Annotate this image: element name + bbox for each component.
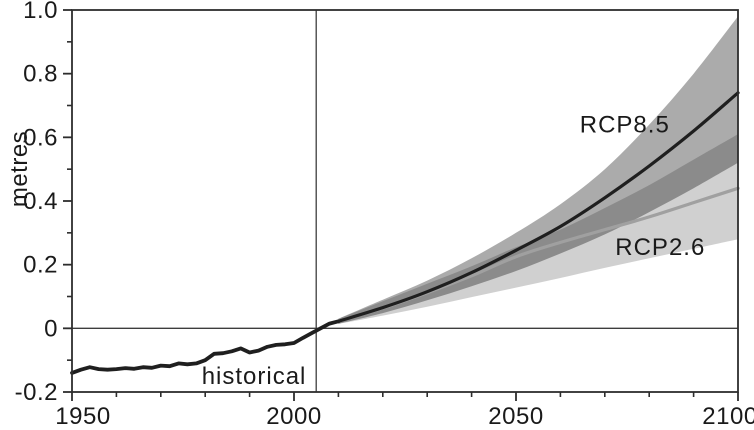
historical-line — [70, 319, 341, 375]
y-tick-label-1: 1.0 — [23, 0, 58, 24]
x-tick-label-2100: 2100 — [702, 403, 754, 430]
y-tick-label--0.2: -0.2 — [15, 379, 58, 406]
plot-frame — [71, 9, 739, 393]
y-tick-label-0: 0 — [44, 315, 58, 342]
y-tick-label-0.4: 0.4 — [23, 188, 58, 215]
x-tick-label-2000: 2000 — [266, 403, 321, 430]
x-tick-label-1950: 1950 — [55, 403, 110, 430]
y-tick-label-0.8: 0.8 — [23, 61, 58, 88]
y-tick-label-0.2: 0.2 — [23, 252, 58, 279]
annotation-rcp85: RCP8.5 — [580, 112, 670, 139]
rcp26-uncertainty-band — [338, 134, 738, 324]
x-tick-label-2050: 2050 — [488, 403, 543, 430]
rcp85-uncertainty-band — [338, 16, 738, 324]
rcp85-median-line — [336, 91, 740, 323]
y-axis-title: metres — [6, 131, 33, 207]
annotation-historical: historical — [202, 363, 307, 390]
annotation-rcp26: RCP2.6 — [615, 234, 705, 261]
y-tick-label-0.6: 0.6 — [23, 124, 58, 151]
